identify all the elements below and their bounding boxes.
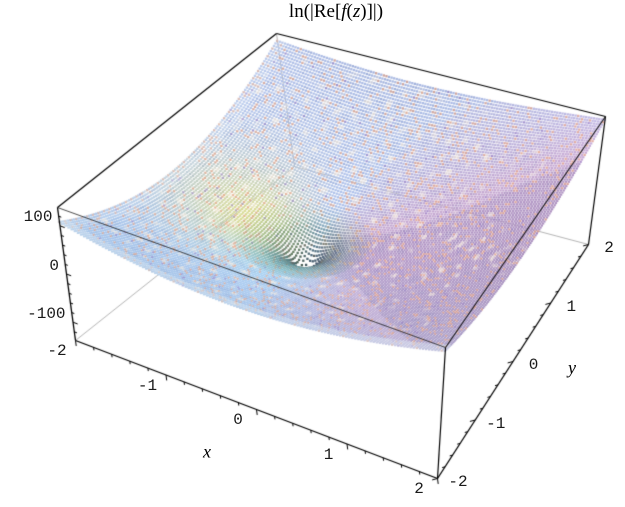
x-axis-tick-label: 1: [323, 445, 334, 464]
plot-title: ln(|Re[f(z)]|): [289, 1, 383, 23]
title-mid: (: [346, 1, 353, 22]
y-axis-label: y: [568, 357, 576, 378]
x-axis-tick-label: 2: [414, 480, 424, 498]
title-z: z: [352, 1, 361, 22]
x-axis-tick-label: -2: [47, 342, 67, 360]
y-axis-tick-label: 0: [528, 356, 539, 374]
title-pre: ln(|Re[: [288, 1, 342, 22]
z-axis-tick-label: 100: [23, 208, 53, 227]
y-axis-tick-label: -2: [448, 473, 468, 491]
y-axis-tick-label: 2: [604, 239, 614, 257]
z-axis-tick-label: -100: [27, 304, 66, 323]
z-axis-tick-label: 0: [49, 256, 59, 275]
x-axis-tick-label: 0: [233, 411, 243, 429]
title-f: f: [341, 1, 347, 22]
title-post: )]|): [360, 1, 384, 22]
x-axis-label: x: [203, 441, 211, 462]
x-axis-tick-label: -1: [137, 376, 158, 395]
y-axis-tick-label: -1: [486, 414, 506, 433]
y-axis-tick-label: 1: [566, 297, 577, 316]
